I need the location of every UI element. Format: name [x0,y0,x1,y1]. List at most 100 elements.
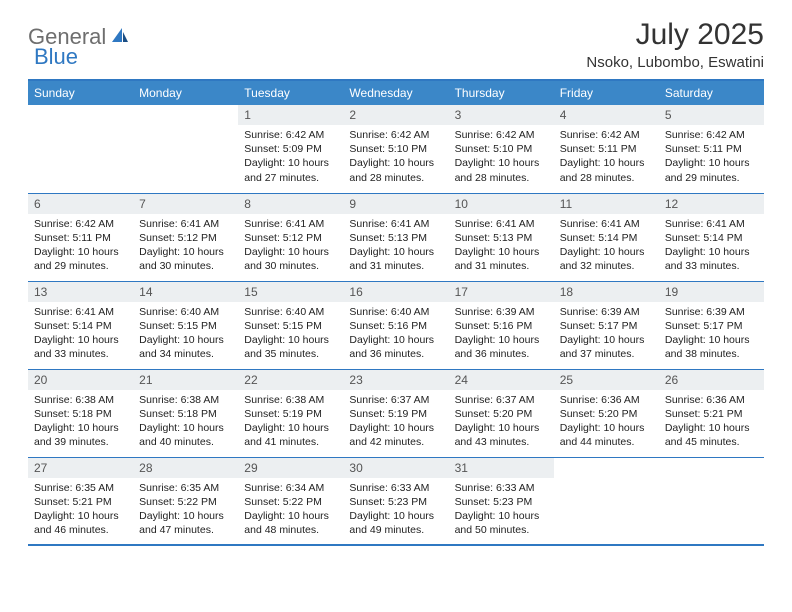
day-number: 24 [449,370,554,390]
day-details: Sunrise: 6:41 AMSunset: 5:14 PMDaylight:… [659,214,764,280]
calendar-table: SundayMondayTuesdayWednesdayThursdayFrid… [28,79,764,546]
day-number: 15 [238,282,343,302]
day-details: Sunrise: 6:42 AMSunset: 5:11 PMDaylight:… [28,214,133,280]
day-details: Sunrise: 6:35 AMSunset: 5:21 PMDaylight:… [28,478,133,544]
calendar-day-cell: 14Sunrise: 6:40 AMSunset: 5:15 PMDayligh… [133,281,238,369]
day-number: 21 [133,370,238,390]
day-details: Sunrise: 6:41 AMSunset: 5:14 PMDaylight:… [554,214,659,280]
calendar-day-cell: 19Sunrise: 6:39 AMSunset: 5:17 PMDayligh… [659,281,764,369]
month-title: July 2025 [586,18,764,52]
weekday-header: Monday [133,80,238,105]
calendar-day-cell: 13Sunrise: 6:41 AMSunset: 5:14 PMDayligh… [28,281,133,369]
weekday-header: Wednesday [343,80,448,105]
calendar-day-cell: 10Sunrise: 6:41 AMSunset: 5:13 PMDayligh… [449,193,554,281]
day-details: Sunrise: 6:40 AMSunset: 5:16 PMDaylight:… [343,302,448,368]
day-details: Sunrise: 6:40 AMSunset: 5:15 PMDaylight:… [133,302,238,368]
day-number: 31 [449,458,554,478]
day-number: 22 [238,370,343,390]
day-details: Sunrise: 6:34 AMSunset: 5:22 PMDaylight:… [238,478,343,544]
day-number: 14 [133,282,238,302]
day-details: Sunrise: 6:37 AMSunset: 5:20 PMDaylight:… [449,390,554,456]
calendar-day-cell: 30Sunrise: 6:33 AMSunset: 5:23 PMDayligh… [343,457,448,545]
day-number: 20 [28,370,133,390]
day-number: 28 [133,458,238,478]
calendar-day-cell: 21Sunrise: 6:38 AMSunset: 5:18 PMDayligh… [133,369,238,457]
day-number: 13 [28,282,133,302]
calendar-day-cell: 3Sunrise: 6:42 AMSunset: 5:10 PMDaylight… [449,105,554,193]
day-details: Sunrise: 6:42 AMSunset: 5:10 PMDaylight:… [343,125,448,191]
day-details: Sunrise: 6:41 AMSunset: 5:14 PMDaylight:… [28,302,133,368]
calendar-day-cell: 20Sunrise: 6:38 AMSunset: 5:18 PMDayligh… [28,369,133,457]
logo-text-blue-wrap: Blue [34,44,78,70]
calendar-week-row: 6Sunrise: 6:42 AMSunset: 5:11 PMDaylight… [28,193,764,281]
day-number: 3 [449,105,554,125]
day-details: Sunrise: 6:40 AMSunset: 5:15 PMDaylight:… [238,302,343,368]
logo-text-blue: Blue [34,44,78,69]
day-number: 8 [238,194,343,214]
day-details: Sunrise: 6:41 AMSunset: 5:12 PMDaylight:… [133,214,238,280]
day-details: Sunrise: 6:36 AMSunset: 5:21 PMDaylight:… [659,390,764,456]
day-details: Sunrise: 6:41 AMSunset: 5:12 PMDaylight:… [238,214,343,280]
day-number: 2 [343,105,448,125]
day-details: Sunrise: 6:41 AMSunset: 5:13 PMDaylight:… [343,214,448,280]
calendar-day-cell: 31Sunrise: 6:33 AMSunset: 5:23 PMDayligh… [449,457,554,545]
day-number: 16 [343,282,448,302]
day-details: Sunrise: 6:42 AMSunset: 5:11 PMDaylight:… [659,125,764,191]
location: Nsoko, Lubombo, Eswatini [586,54,764,71]
day-number: 12 [659,194,764,214]
day-number: 9 [343,194,448,214]
calendar-day-cell: .. [28,105,133,193]
day-details: Sunrise: 6:39 AMSunset: 5:17 PMDaylight:… [554,302,659,368]
calendar-day-cell: 28Sunrise: 6:35 AMSunset: 5:22 PMDayligh… [133,457,238,545]
day-details: Sunrise: 6:33 AMSunset: 5:23 PMDaylight:… [449,478,554,544]
day-details: Sunrise: 6:39 AMSunset: 5:17 PMDaylight:… [659,302,764,368]
day-number: 17 [449,282,554,302]
calendar-day-cell: 25Sunrise: 6:36 AMSunset: 5:20 PMDayligh… [554,369,659,457]
day-details: Sunrise: 6:42 AMSunset: 5:10 PMDaylight:… [449,125,554,191]
day-details: Sunrise: 6:42 AMSunset: 5:11 PMDaylight:… [554,125,659,191]
calendar-day-cell: 29Sunrise: 6:34 AMSunset: 5:22 PMDayligh… [238,457,343,545]
weekday-header: Thursday [449,80,554,105]
day-number: 11 [554,194,659,214]
day-number: 5 [659,105,764,125]
day-number: 29 [238,458,343,478]
calendar-day-cell: 17Sunrise: 6:39 AMSunset: 5:16 PMDayligh… [449,281,554,369]
weekday-header: Sunday [28,80,133,105]
calendar-week-row: 27Sunrise: 6:35 AMSunset: 5:21 PMDayligh… [28,457,764,545]
header: General July 2025 Nsoko, Lubombo, Eswati… [28,18,764,71]
calendar-day-cell: 15Sunrise: 6:40 AMSunset: 5:15 PMDayligh… [238,281,343,369]
calendar-day-cell: 16Sunrise: 6:40 AMSunset: 5:16 PMDayligh… [343,281,448,369]
calendar-day-cell: 24Sunrise: 6:37 AMSunset: 5:20 PMDayligh… [449,369,554,457]
weekday-header: Saturday [659,80,764,105]
day-number: 4 [554,105,659,125]
calendar-day-cell: 22Sunrise: 6:38 AMSunset: 5:19 PMDayligh… [238,369,343,457]
day-number: 30 [343,458,448,478]
day-number: 27 [28,458,133,478]
day-number: 1 [238,105,343,125]
calendar-day-cell: 6Sunrise: 6:42 AMSunset: 5:11 PMDaylight… [28,193,133,281]
calendar-day-cell: 11Sunrise: 6:41 AMSunset: 5:14 PMDayligh… [554,193,659,281]
day-details: Sunrise: 6:37 AMSunset: 5:19 PMDaylight:… [343,390,448,456]
calendar-day-cell: 18Sunrise: 6:39 AMSunset: 5:17 PMDayligh… [554,281,659,369]
calendar-day-cell: 26Sunrise: 6:36 AMSunset: 5:21 PMDayligh… [659,369,764,457]
weekday-header-row: SundayMondayTuesdayWednesdayThursdayFrid… [28,80,764,105]
day-details: Sunrise: 6:38 AMSunset: 5:18 PMDaylight:… [28,390,133,456]
day-details: Sunrise: 6:36 AMSunset: 5:20 PMDaylight:… [554,390,659,456]
calendar-day-cell: 12Sunrise: 6:41 AMSunset: 5:14 PMDayligh… [659,193,764,281]
calendar-day-cell: 7Sunrise: 6:41 AMSunset: 5:12 PMDaylight… [133,193,238,281]
day-number: 25 [554,370,659,390]
calendar-day-cell: 4Sunrise: 6:42 AMSunset: 5:11 PMDaylight… [554,105,659,193]
day-number: 7 [133,194,238,214]
calendar-week-row: ....1Sunrise: 6:42 AMSunset: 5:09 PMDayl… [28,105,764,193]
calendar-day-cell: 1Sunrise: 6:42 AMSunset: 5:09 PMDaylight… [238,105,343,193]
day-details: Sunrise: 6:41 AMSunset: 5:13 PMDaylight:… [449,214,554,280]
calendar-day-cell: .. [554,457,659,545]
day-number: 18 [554,282,659,302]
title-block: July 2025 Nsoko, Lubombo, Eswatini [586,18,764,71]
calendar-week-row: 20Sunrise: 6:38 AMSunset: 5:18 PMDayligh… [28,369,764,457]
calendar-day-cell: .. [659,457,764,545]
calendar-day-cell: 5Sunrise: 6:42 AMSunset: 5:11 PMDaylight… [659,105,764,193]
calendar-day-cell: 8Sunrise: 6:41 AMSunset: 5:12 PMDaylight… [238,193,343,281]
day-number: 6 [28,194,133,214]
day-details: Sunrise: 6:38 AMSunset: 5:18 PMDaylight:… [133,390,238,456]
